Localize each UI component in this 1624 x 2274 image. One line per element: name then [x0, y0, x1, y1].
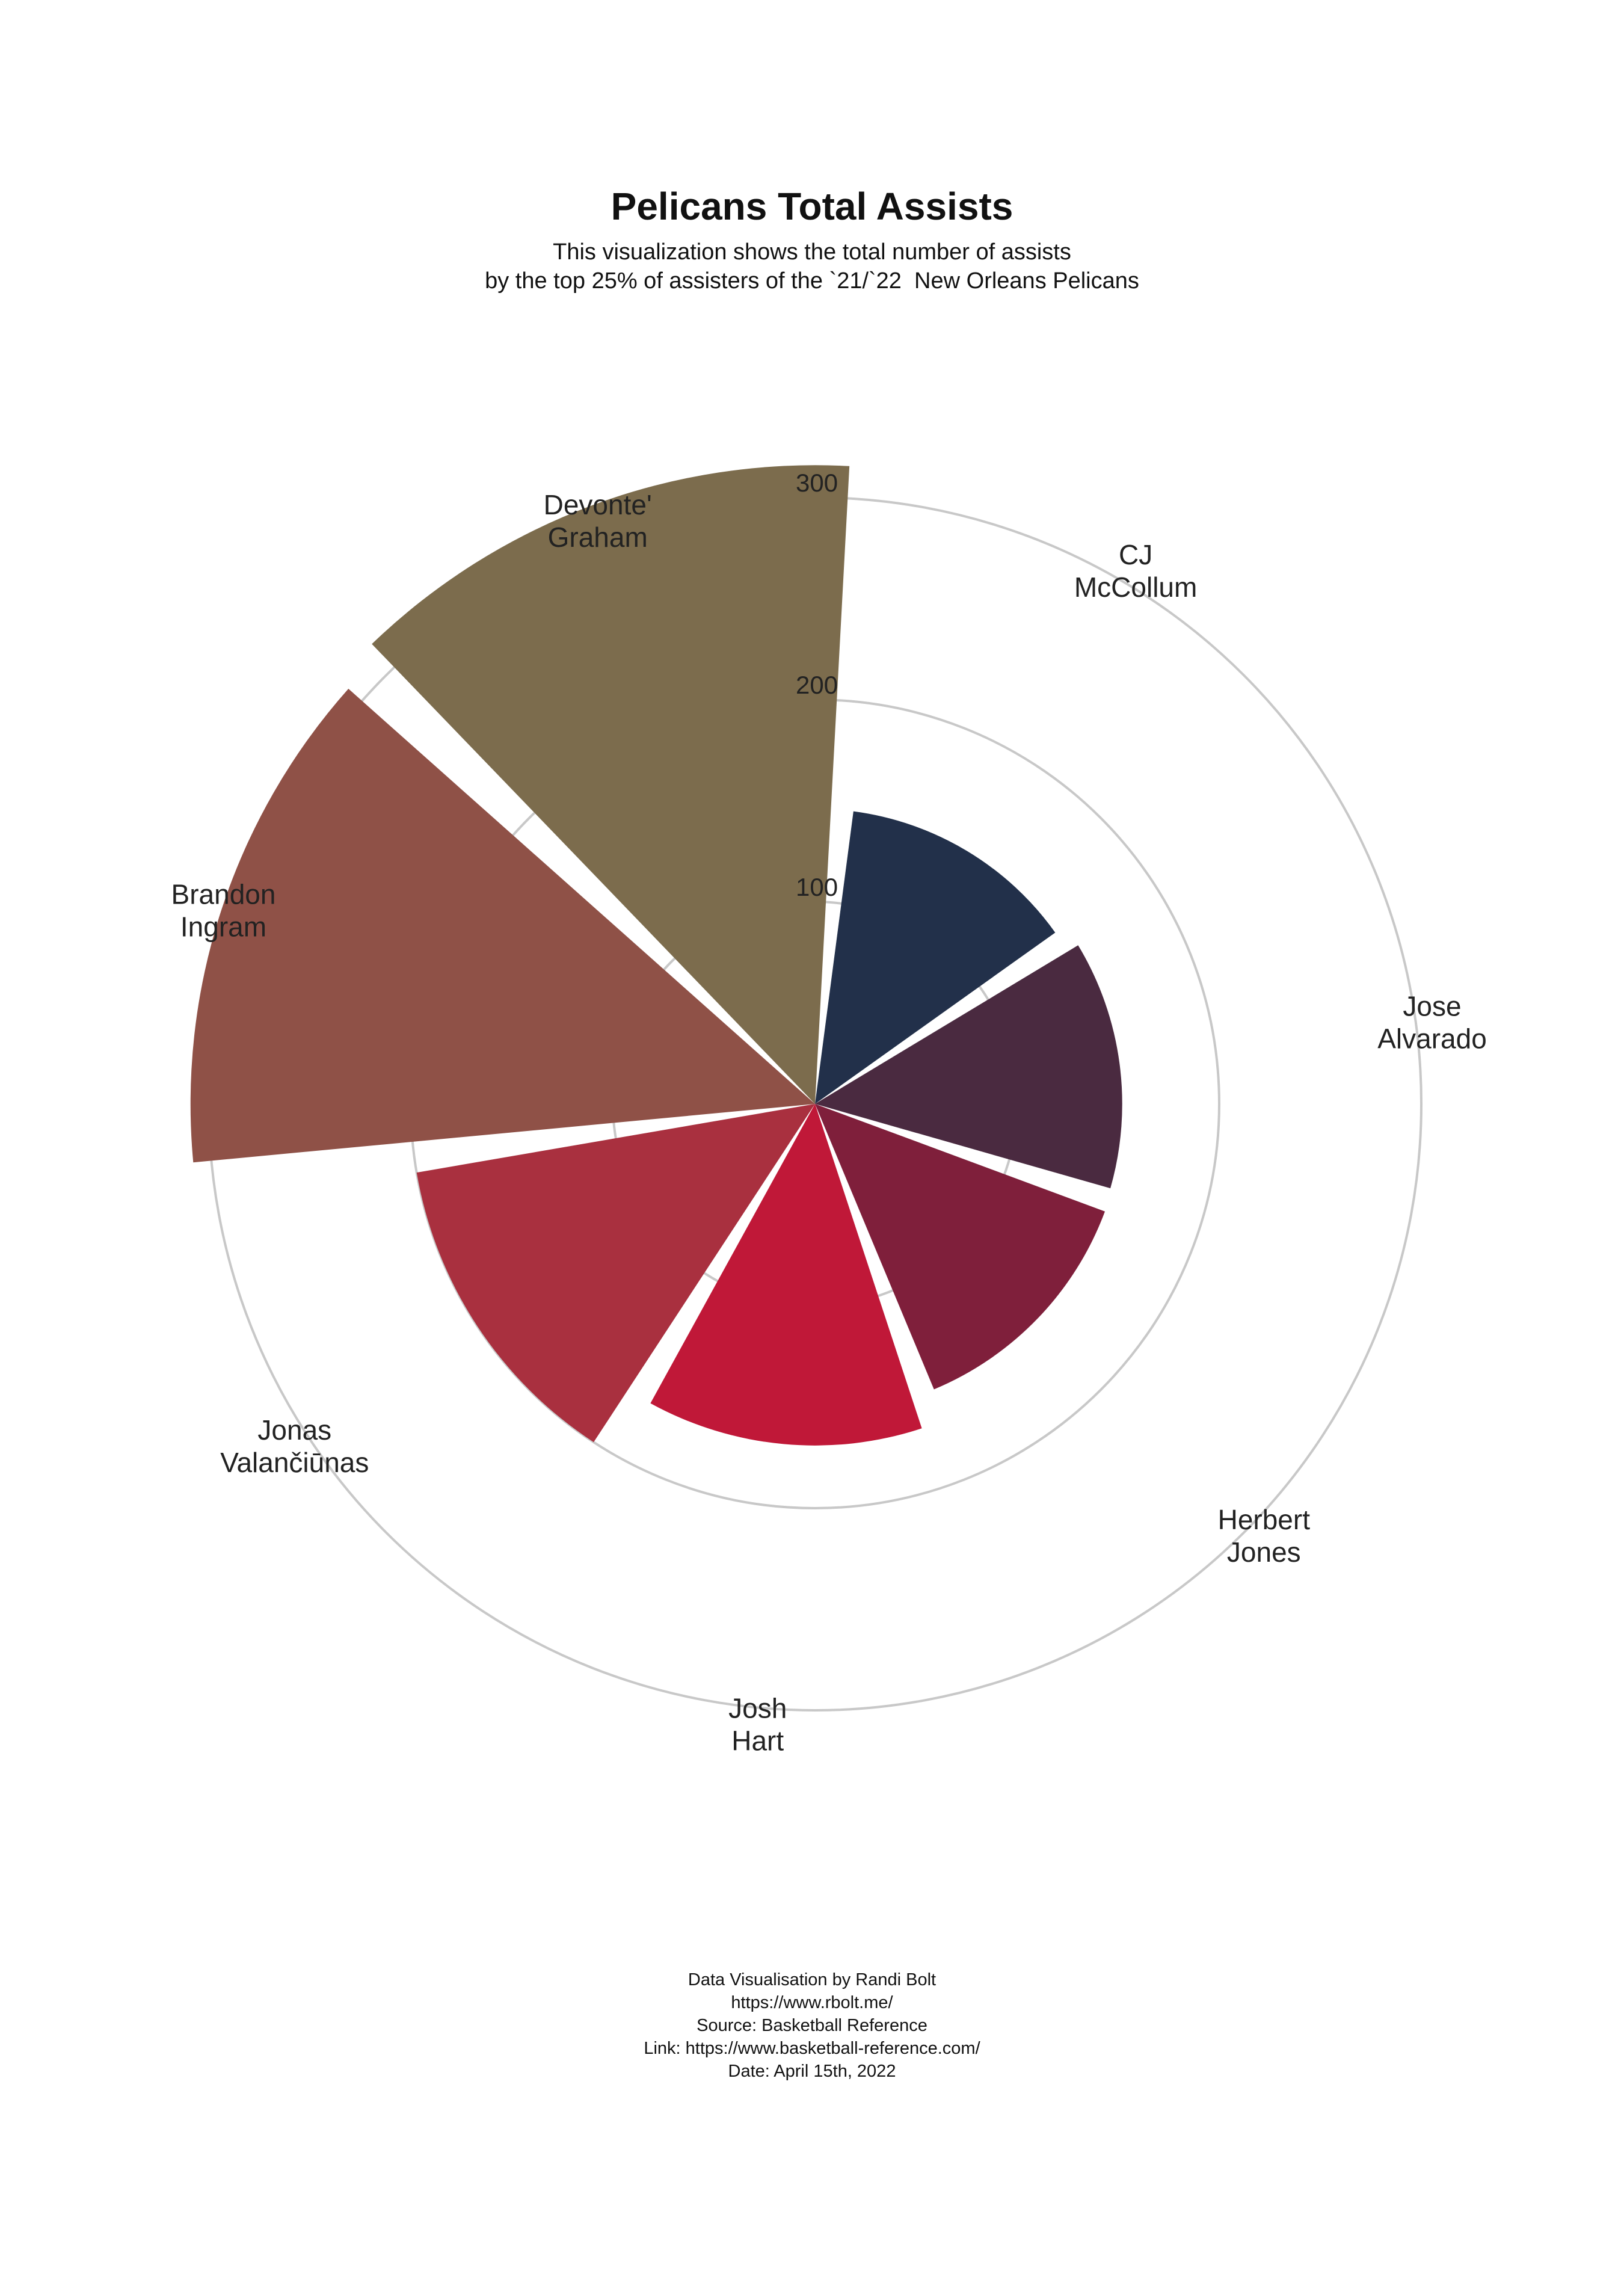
bar-devonte-graham — [372, 465, 850, 1104]
chart-title: Pelicans Total Assists — [611, 185, 1013, 228]
player-label-line: CJ — [1119, 539, 1152, 570]
player-label-line: Jose — [1403, 991, 1461, 1022]
player-labels: CJ McCollum Jose Alvarado Herbert Jones Josh Ha… — [171, 489, 1487, 1757]
footer-author: Data Visualisation by Randi Bolt — [687, 1970, 937, 1989]
player-label-line: Devonte' — [544, 489, 652, 520]
bar-jose-alvarado — [815, 945, 1122, 1189]
bar-josh-hart — [650, 1104, 922, 1446]
footer-url: https://www.rbolt.me/ — [731, 1993, 893, 2012]
player-label-line: Herbert — [1218, 1504, 1311, 1535]
player-label-jose-alvarado: Jose Alvarado — [1377, 991, 1487, 1055]
bar-cj-mccollum — [815, 811, 1056, 1104]
player-label-cj-mccollum: CJ McCollum — [1074, 539, 1197, 603]
player-label-herbert-jones: Herbert Jones — [1218, 1504, 1311, 1568]
bar-jonas-valaninas — [416, 1104, 815, 1443]
player-label-devonte-graham: Devonte' Graham — [544, 489, 652, 553]
player-label-line: Josh — [728, 1693, 787, 1724]
chart-subtitle: This visualization shows the total numbe… — [0, 238, 1624, 295]
player-label-line: Jonas — [257, 1414, 331, 1446]
player-label-line: Jones — [1227, 1536, 1301, 1568]
radial-tick-labels: 100 200 300 — [796, 469, 838, 901]
bar-herbert-jones — [815, 1104, 1105, 1390]
player-label-line: McCollum — [1074, 572, 1197, 603]
footer-credits: Data Visualisation by Randi Bolt https:/… — [0, 1968, 1624, 2083]
bar-brandon-ingram — [190, 688, 816, 1163]
footer-link: Link: https://www.basketball-reference.c… — [644, 2039, 980, 2058]
player-label-brandon-ingram: Brandon Ingram — [171, 879, 276, 943]
subtitle-line-1: This visualization shows the total numbe… — [553, 239, 1071, 265]
tick-label-200: 200 — [796, 671, 838, 699]
footer-source: Source: Basketball Reference — [697, 2016, 927, 2035]
subtitle-line-2: by the top 25% of assisters of the `21/`… — [485, 268, 1139, 294]
bar-series — [190, 465, 1122, 1446]
player-label-line: Graham — [548, 522, 648, 553]
player-label-line: Ingram — [180, 911, 266, 943]
player-label-line: Hart — [731, 1725, 784, 1757]
player-label-line: Valančiūnas — [220, 1447, 369, 1478]
tick-label-300: 300 — [796, 469, 838, 497]
player-label-jonas-valaninas: Jonas Valančiūnas — [220, 1414, 369, 1478]
player-label-line: Alvarado — [1377, 1023, 1487, 1055]
tick-label-100: 100 — [796, 873, 838, 901]
player-label-josh-hart: Josh Hart — [728, 1693, 787, 1757]
player-label-line: Brandon — [171, 879, 276, 910]
footer-date: Date: April 15th, 2022 — [728, 2062, 896, 2081]
